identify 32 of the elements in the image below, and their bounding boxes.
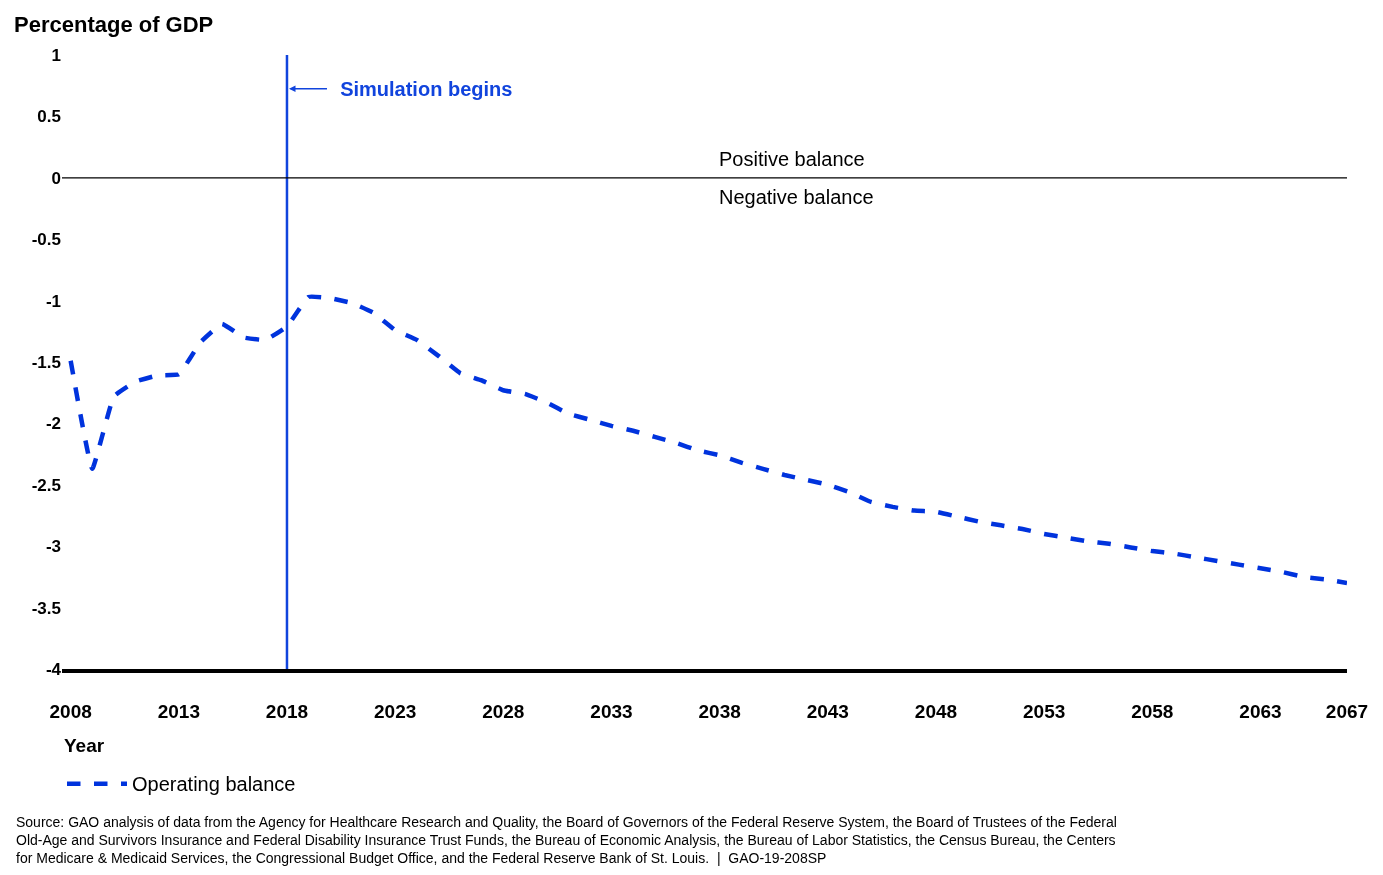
x-tick-label: 2023 — [374, 700, 417, 722]
y-tick-label: 0.5 — [37, 107, 61, 127]
annotation: Negative balance — [719, 186, 874, 208]
y-tick-label: -2.5 — [31, 475, 61, 495]
y-tick-label: -1.5 — [31, 352, 61, 372]
x-tick-label: 2043 — [806, 700, 849, 722]
y-tick-label: -2 — [45, 414, 61, 434]
line-series — [68, 294, 1347, 586]
x-tick-label: 2008 — [49, 700, 92, 722]
ref-line-label: Simulation begins — [340, 78, 513, 100]
x-tick-label: 2063 — [1239, 700, 1282, 722]
y-tick-label: -3 — [45, 537, 61, 557]
y-axis-title: Percentage of GDP — [14, 12, 214, 37]
y-tick-label: -1 — [45, 291, 61, 311]
x-axis-title: Year — [64, 735, 105, 756]
x-tick-label: 2038 — [698, 700, 741, 722]
y-tick-label: 0 — [51, 168, 61, 188]
x-tick-label: 2067 — [1325, 700, 1369, 722]
legend-label: Operating balance — [132, 773, 296, 796]
x-tick-label: 2028 — [482, 700, 525, 722]
source-note: Source: GAO analysis of data from the Agency for Healthcare Research and Quality, the Board of Governors of the Federal Reserve System, the Board of Trustees of the Federal Old-Age and Survivors Insurance and Federal Disability Insurance Trust Funds, the Bureau of Economic Analysis, the Bureau of Labor Statistics, the Census Bureau, the Centers for Medicare & Medicaid Services, the Congressional Budget Office, and the Federal Reserve Bank of St. Louis. | GAO-19-208SP — [16, 814, 1117, 867]
x-tick-label: 2013 — [157, 700, 200, 722]
y-tick-label: -0.5 — [31, 230, 61, 250]
x-tick-label: 2033 — [590, 700, 633, 722]
y-tick-label: -3.5 — [31, 598, 61, 618]
x-tick-label: 2053 — [1023, 700, 1066, 722]
x-tick-label: 2048 — [914, 700, 958, 722]
y-tick-label: -4 — [45, 659, 62, 679]
x-tick-label: 2018 — [265, 700, 309, 722]
annotation: Positive balance — [719, 148, 865, 170]
y-tick-label: 1 — [51, 45, 61, 65]
x-tick-label: 2058 — [1131, 700, 1174, 722]
